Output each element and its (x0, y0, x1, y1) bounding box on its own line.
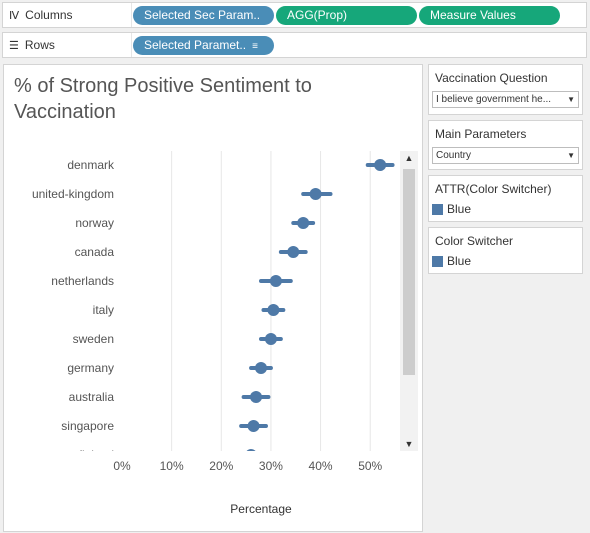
chart-svg (171, 151, 395, 451)
x-tick-label: 10% (159, 459, 184, 473)
dropdown-arrow-icon: ▼ (567, 95, 575, 104)
plot-area[interactable] (122, 151, 400, 451)
y-category-label: norway (75, 216, 114, 230)
filter-title: Main Parameters (435, 127, 527, 141)
columns-label-text: Columns (25, 8, 73, 22)
y-category-label: singapore (61, 419, 114, 433)
shelf-divider (131, 33, 132, 57)
data-point[interactable] (247, 420, 260, 432)
rows-shelf: ☰ Rows Selected Paramet.. ≡ (2, 32, 587, 58)
y-category-label: germany (67, 361, 114, 375)
data-point[interactable] (267, 304, 280, 316)
y-axis-labels: denmark united-kingdom norway canada netherl… (4, 151, 116, 451)
y-category-label: italy (92, 303, 114, 317)
x-axis-ticks: 0% 10% 20% 30% 40% 50% (113, 455, 400, 475)
filter-card-main-parameters: Main Parameters Country ▼ (428, 120, 583, 170)
columns-pill-selected-sec-param[interactable]: Selected Sec Param.. (133, 6, 274, 25)
y-category-label: canada (74, 245, 114, 259)
dropdown-value: I believe government he... (436, 94, 552, 105)
chevron-down-icon[interactable]: ▼ (404, 439, 414, 449)
scrollbar-thumb[interactable] (403, 169, 415, 375)
legend-swatch (432, 256, 443, 267)
x-tick-label: 0% (113, 459, 131, 473)
rows-label-text: Rows (24, 38, 55, 52)
data-point[interactable] (374, 159, 387, 171)
vaccination-question-dropdown[interactable]: I believe government he... ▼ (432, 91, 579, 108)
columns-pill-agg-prop[interactable]: AGG(Prop) (276, 6, 417, 25)
shelf-divider (131, 3, 132, 27)
y-category-label: united-kingdom (31, 187, 114, 201)
y-category-label: finland (79, 448, 114, 451)
rows-pill-label: Selected Paramet.. (144, 38, 247, 52)
data-point[interactable] (255, 362, 267, 374)
data-point[interactable] (297, 217, 310, 229)
data-point[interactable] (245, 449, 257, 451)
worksheet-title: % of Strong Positive Sentiment to Vaccin… (14, 75, 312, 123)
legend-card-color-switcher: Color Switcher Blue (428, 227, 583, 274)
columns-shelf: Ⅳ Columns Selected Sec Param.. AGG(Prop) … (2, 2, 587, 28)
main-parameters-dropdown[interactable]: Country ▼ (432, 147, 579, 164)
dropdown-arrow-icon: ▼ (567, 151, 575, 160)
filter-card-vaccination-question: Vaccination Question I believe governmen… (428, 64, 583, 115)
rows-shelf-label: ☰ Rows (9, 33, 55, 57)
y-category-label: netherlands (51, 274, 114, 288)
filter-title: Vaccination Question (435, 71, 548, 85)
rows-icon: ☰ (9, 40, 19, 52)
worksheet-view: % of Strong Positive Sentiment to Vaccin… (3, 64, 423, 532)
data-point[interactable] (269, 275, 282, 287)
x-tick-label: 50% (358, 459, 383, 473)
data-point[interactable] (264, 333, 277, 345)
legend-swatch (432, 204, 443, 215)
rows-pill-selected-parameter[interactable]: Selected Paramet.. ≡ (133, 36, 274, 55)
data-point[interactable] (287, 246, 300, 258)
columns-pill-measure-values[interactable]: Measure Values (419, 6, 560, 25)
columns-shelf-label: Ⅳ Columns (9, 3, 73, 27)
dropdown-value: Country (436, 150, 472, 161)
chevron-up-icon[interactable]: ▲ (404, 153, 414, 163)
data-point[interactable] (250, 391, 263, 403)
x-tick-label: 20% (209, 459, 234, 473)
data-point[interactable] (309, 188, 322, 200)
legend-label: Blue (447, 254, 472, 268)
sort-descending-icon: ≡ (252, 41, 258, 52)
x-tick-label: 30% (258, 459, 283, 473)
y-category-label: denmark (67, 158, 114, 172)
vertical-scrollbar[interactable]: ▲ ▼ (400, 151, 418, 451)
y-category-label: australia (68, 390, 114, 404)
legend-title: ATTR(Color Switcher) (435, 182, 552, 196)
legend-title: Color Switcher (435, 234, 514, 248)
y-category-label: sweden (72, 332, 114, 346)
x-tick-label: 40% (308, 459, 333, 473)
columns-icon: Ⅳ (9, 10, 20, 22)
legend-label: Blue (447, 202, 472, 216)
x-axis-title: Percentage (230, 502, 292, 516)
legend-card-attr-color-switcher: ATTR(Color Switcher) Blue (428, 175, 583, 222)
